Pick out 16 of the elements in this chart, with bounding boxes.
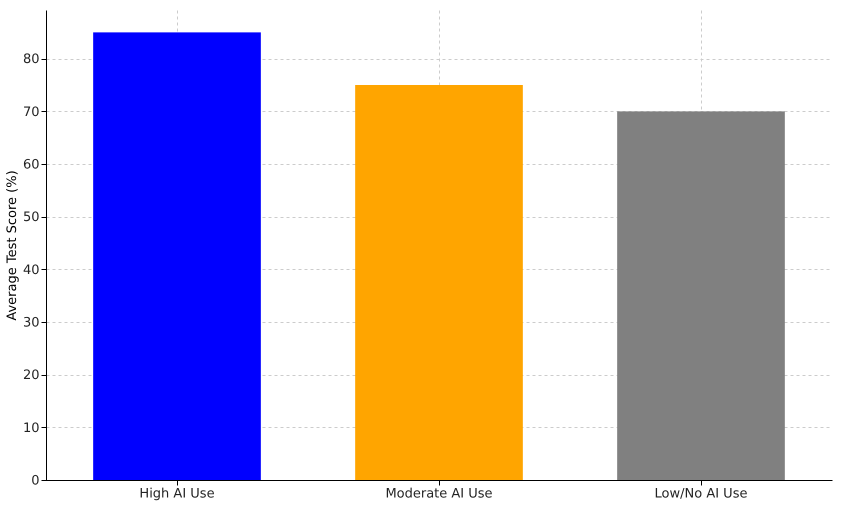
y-tick-label: 40: [22, 262, 40, 278]
bar: [93, 32, 261, 480]
bar: [355, 85, 523, 480]
y-axis-title: Average Test Score (%): [4, 170, 20, 321]
y-tick-label: 60: [22, 158, 40, 173]
y-tick-label: 80: [22, 52, 40, 68]
y-tick-label: 70: [22, 104, 40, 120]
x-tick-label: Low/No AI Use: [654, 486, 748, 502]
y-tick-label: 20: [22, 368, 40, 384]
x-tick-label: Moderate AI Use: [385, 486, 493, 502]
y-tick-label: 50: [22, 210, 40, 226]
bar: [617, 111, 785, 480]
y-tick-label: 0: [31, 474, 40, 488]
y-tick-label: 30: [22, 316, 40, 331]
y-tick-label: 10: [22, 420, 40, 436]
x-tick-label: High AI Use: [139, 486, 215, 502]
